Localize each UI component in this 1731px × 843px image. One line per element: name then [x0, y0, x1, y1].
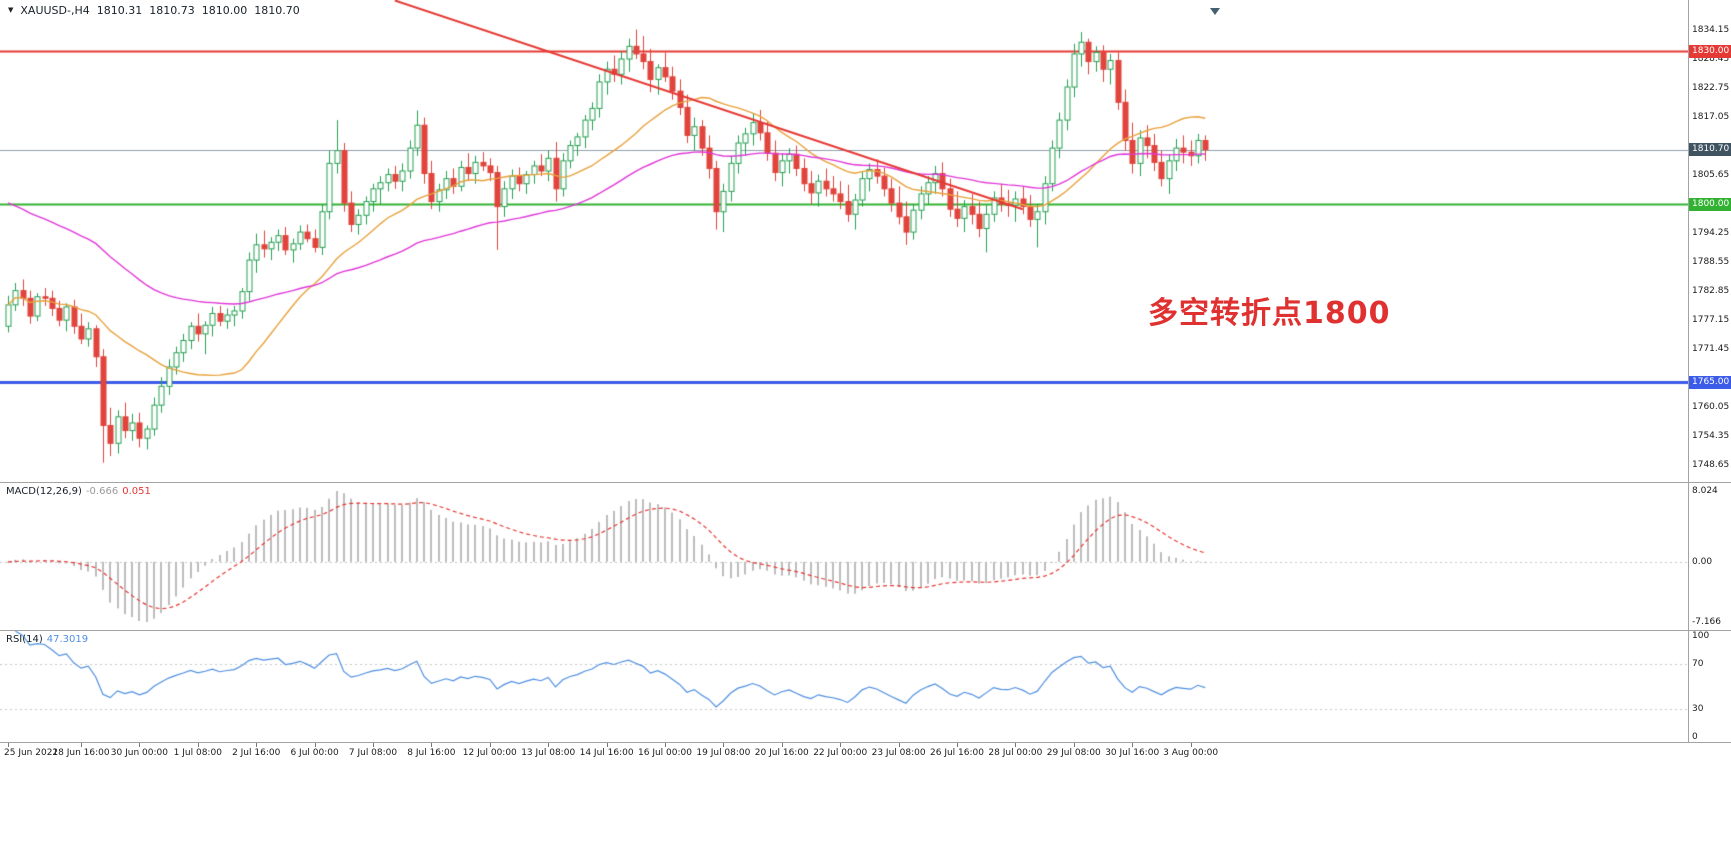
time-tick — [198, 743, 199, 747]
time-label: 14 Jul 16:00 — [579, 748, 634, 758]
price-badge: 1830.00 — [1689, 44, 1731, 58]
time-tick — [665, 743, 666, 747]
time-label: 3 Aug 00:00 — [1163, 748, 1219, 758]
panel-separator-rsi-time — [0, 742, 1731, 743]
rsi-axis-tick: 70 — [1692, 659, 1704, 670]
price-tick: 1805.65 — [1692, 170, 1730, 181]
price-badge: 1765.00 — [1689, 375, 1731, 389]
macd-name: MACD(12,26,9) — [6, 486, 82, 497]
macd-indicator-label: MACD(12,26,9) -0.666 0.051 — [6, 486, 155, 497]
time-tick — [607, 743, 608, 747]
panel-separator-macd-rsi[interactable] — [0, 630, 1731, 631]
time-tick — [723, 743, 724, 747]
macd-value-signal: 0.051 — [122, 486, 151, 497]
price-tick: 1794.25 — [1692, 228, 1730, 239]
time-tick — [81, 743, 82, 747]
symbol-dropdown-icon[interactable]: ▼ — [8, 6, 14, 14]
price-tick: 1771.45 — [1692, 344, 1730, 355]
chart-title: ▼ XAUUSD-,H4 1810.31 1810.73 1810.00 181… — [8, 4, 300, 17]
price-tick: 1782.85 — [1692, 286, 1730, 297]
time-label: 25 Jun 2021 — [4, 748, 59, 758]
price-tick: 1760.05 — [1692, 402, 1730, 413]
time-label: 6 Jul 00:00 — [290, 748, 339, 758]
quote-close: 1810.70 — [254, 4, 300, 17]
time-tick — [1074, 743, 1075, 747]
time-tick — [840, 743, 841, 747]
time-label: 19 Jul 08:00 — [696, 748, 751, 758]
time-tick — [1015, 743, 1016, 747]
time-tick — [373, 743, 374, 747]
time-tick — [548, 743, 549, 747]
time-tick — [1191, 743, 1192, 747]
price-axis[interactable]: 1834.15 1828.45 1822.75 1817.05 1805.65 1794.… — [1689, 0, 1731, 743]
time-label: 8 Jul 16:00 — [407, 748, 456, 758]
time-label: 12 Jul 00:00 — [462, 748, 517, 758]
macd-axis-tick: 8.024 — [1692, 486, 1718, 496]
price-tick: 1828.45 — [1692, 54, 1730, 65]
time-tick — [256, 743, 257, 747]
quote-high: 1810.73 — [149, 4, 195, 17]
panel-separator-main-macd[interactable] — [0, 482, 1731, 483]
rsi-indicator-label: RSI(14) 47.3019 — [6, 634, 92, 645]
time-label: 2 Jul 16:00 — [232, 748, 281, 758]
time-tick — [431, 743, 432, 747]
time-tick — [782, 743, 783, 747]
time-label: 20 Jul 16:00 — [754, 748, 809, 758]
price-tick: 1754.35 — [1692, 431, 1730, 442]
time-axis[interactable]: 25 Jun 2021 28 Jun 16:00 30 Jun 00:00 1 Jul… — [0, 743, 1688, 773]
time-tick — [315, 743, 316, 747]
rsi-name: RSI(14) — [6, 634, 43, 645]
time-label: 30 Jun 00:00 — [110, 748, 168, 758]
price-tick: 1788.55 — [1692, 257, 1730, 268]
price-badge: 1800.00 — [1689, 197, 1731, 211]
chart-canvas[interactable] — [0, 0, 1688, 743]
rsi-axis-tick: 30 — [1692, 703, 1704, 714]
macd-axis-tick: -7.166 — [1692, 617, 1722, 627]
time-label: 22 Jul 00:00 — [813, 748, 868, 758]
time-label: 13 Jul 08:00 — [521, 748, 576, 758]
time-label: 23 Jul 08:00 — [871, 748, 926, 758]
price-tick: 1817.05 — [1692, 112, 1730, 123]
time-label: 1 Jul 08:00 — [173, 748, 222, 758]
price-tick: 1748.65 — [1692, 460, 1730, 471]
rsi-value: 47.3019 — [46, 634, 89, 645]
time-tick — [1132, 743, 1133, 747]
rsi-axis-tick: 0 — [1692, 732, 1698, 742]
time-label: 7 Jul 08:00 — [348, 748, 398, 758]
price-axis-line — [1688, 0, 1689, 743]
time-label: 28 Jun 16:00 — [52, 748, 110, 758]
symbol-timeframe: XAUUSD-,H4 — [20, 4, 90, 17]
time-label: 29 Jul 08:00 — [1046, 748, 1101, 758]
time-tick — [490, 743, 491, 747]
price-badge: 1810.70 — [1689, 143, 1731, 157]
macd-value-main: -0.666 — [85, 486, 119, 497]
rsi-axis-tick: 100 — [1692, 631, 1710, 641]
price-tick: 1834.15 — [1692, 25, 1730, 36]
right-shift-marker-icon[interactable] — [1210, 8, 1220, 15]
time-tick — [957, 743, 958, 747]
time-label: 26 Jul 16:00 — [930, 748, 984, 758]
annotation-text[interactable]: 多空转折点1800 — [1148, 296, 1391, 331]
quote-low: 1810.00 — [201, 4, 248, 17]
macd-axis-tick: 0.00 — [1692, 556, 1713, 567]
time-tick — [899, 743, 900, 747]
time-label: 30 Jul 16:00 — [1105, 748, 1160, 758]
time-tick — [139, 743, 140, 747]
quote-open: 1810.31 — [96, 4, 143, 17]
price-tick: 1777.15 — [1692, 315, 1730, 326]
time-tick — [8, 743, 9, 747]
price-tick: 1822.75 — [1692, 83, 1730, 94]
time-label: 16 Jul 00:00 — [638, 748, 692, 758]
time-label: 28 Jul 00:00 — [988, 748, 1043, 758]
